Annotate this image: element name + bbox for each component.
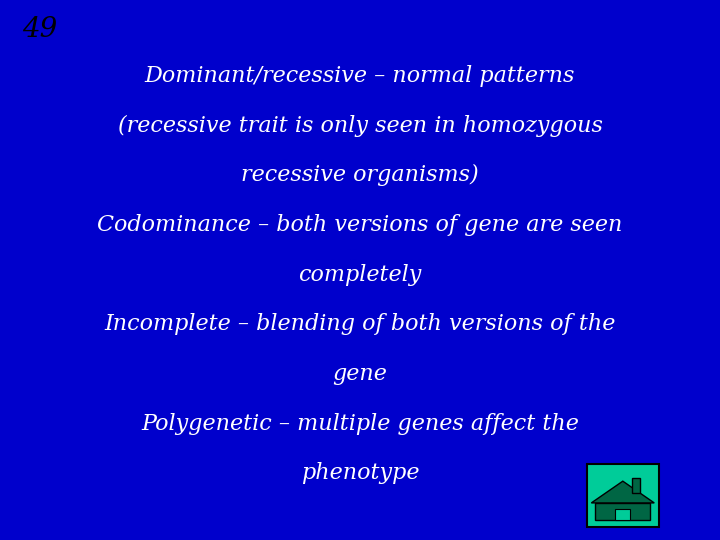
Text: phenotype: phenotype (301, 462, 419, 484)
Text: Polygenetic – multiple genes affect the: Polygenetic – multiple genes affect the (141, 413, 579, 435)
Text: Codominance – both versions of gene are seen: Codominance – both versions of gene are … (97, 214, 623, 236)
Text: gene: gene (333, 363, 387, 385)
FancyBboxPatch shape (587, 464, 659, 526)
Text: 49: 49 (22, 16, 57, 43)
Text: (recessive trait is only seen in homozygous: (recessive trait is only seen in homozyg… (117, 114, 603, 137)
Polygon shape (591, 481, 654, 503)
Text: recessive organisms): recessive organisms) (241, 164, 479, 186)
FancyBboxPatch shape (616, 509, 630, 521)
Text: Dominant/recessive – normal patterns: Dominant/recessive – normal patterns (145, 65, 575, 87)
FancyBboxPatch shape (632, 477, 640, 493)
Text: Incomplete – blending of both versions of the: Incomplete – blending of both versions o… (104, 313, 616, 335)
Text: completely: completely (298, 264, 422, 286)
FancyBboxPatch shape (595, 503, 650, 521)
